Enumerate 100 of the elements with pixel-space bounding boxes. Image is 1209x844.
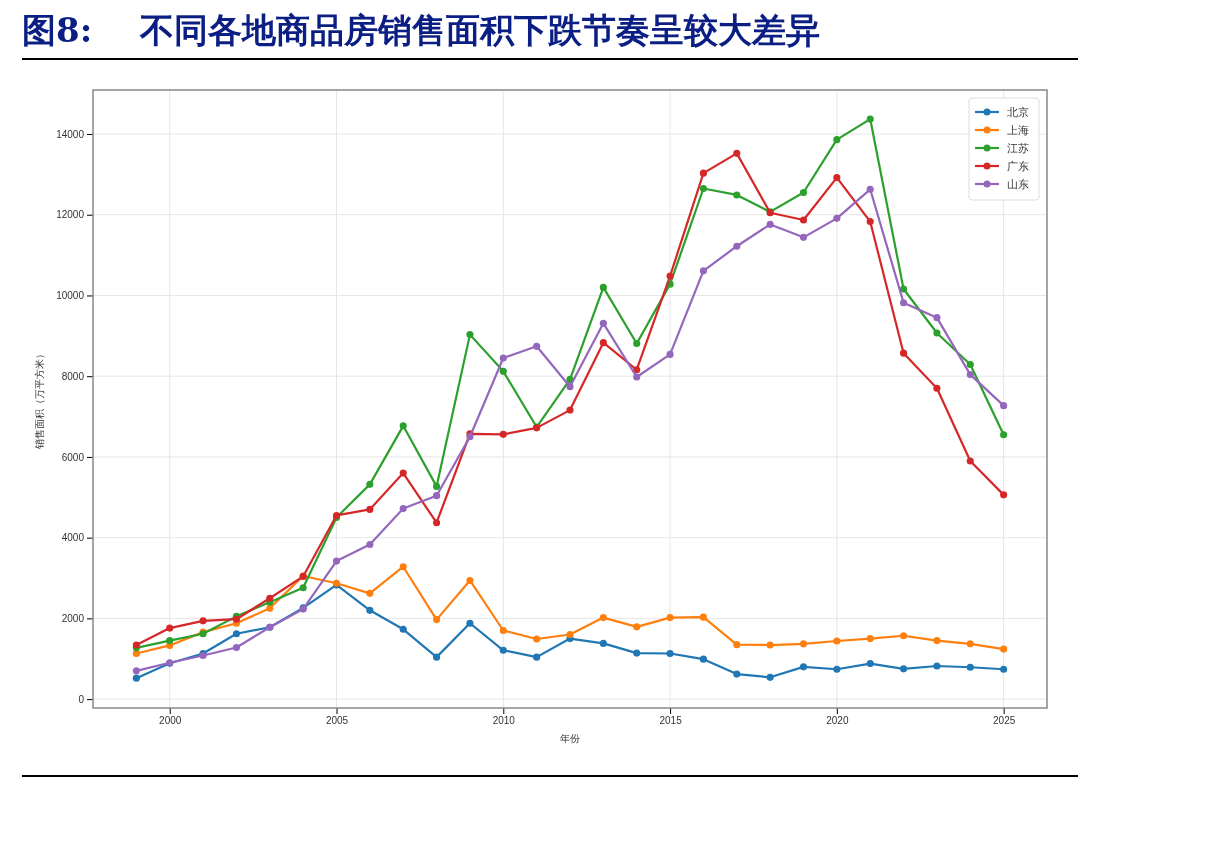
legend-label: 北京 bbox=[1007, 106, 1029, 119]
point bbox=[433, 653, 441, 661]
point bbox=[699, 169, 707, 177]
point bbox=[166, 624, 174, 632]
point bbox=[733, 641, 741, 649]
point bbox=[499, 367, 507, 375]
point bbox=[399, 505, 407, 513]
point bbox=[966, 663, 974, 671]
point bbox=[633, 649, 641, 657]
point bbox=[833, 665, 841, 673]
point bbox=[866, 635, 874, 643]
point bbox=[299, 584, 307, 592]
point bbox=[933, 662, 941, 670]
point bbox=[933, 384, 941, 392]
point bbox=[1000, 402, 1008, 410]
x-tick-label: 2015 bbox=[659, 715, 683, 727]
y-tick-label: 2000 bbox=[61, 613, 85, 625]
point bbox=[633, 623, 641, 631]
point bbox=[232, 630, 240, 638]
y-axis-title: 销售面积（万平方米） bbox=[34, 349, 45, 450]
point bbox=[599, 283, 607, 291]
y-tick-label: 8000 bbox=[61, 370, 85, 382]
point bbox=[566, 630, 574, 639]
point bbox=[232, 643, 240, 652]
x-tick-label: 2025 bbox=[993, 715, 1016, 727]
point bbox=[599, 614, 607, 622]
point bbox=[900, 299, 908, 307]
point bbox=[433, 492, 441, 500]
point bbox=[366, 606, 374, 614]
point bbox=[733, 191, 741, 199]
point bbox=[699, 184, 707, 193]
y-tick-label: 12000 bbox=[56, 209, 85, 221]
point bbox=[499, 626, 507, 635]
legend-label: 江苏 bbox=[1007, 142, 1029, 155]
point bbox=[666, 350, 674, 358]
chart-title: 图8: 不同各地商品房销售面积下跌节奏呈较大差异 bbox=[22, 10, 820, 50]
point bbox=[433, 482, 441, 490]
point bbox=[733, 149, 741, 157]
point bbox=[666, 614, 674, 622]
point bbox=[866, 218, 874, 226]
point bbox=[799, 233, 808, 241]
point bbox=[366, 540, 374, 549]
point bbox=[366, 480, 374, 488]
point bbox=[733, 670, 741, 678]
point bbox=[466, 331, 474, 339]
point bbox=[533, 653, 541, 661]
point bbox=[966, 360, 974, 369]
point bbox=[933, 637, 941, 645]
point bbox=[833, 174, 841, 182]
point bbox=[900, 632, 908, 640]
point bbox=[1000, 665, 1008, 673]
x-tick-label: 2000 bbox=[159, 715, 182, 727]
point bbox=[633, 339, 641, 348]
point bbox=[766, 673, 774, 681]
point bbox=[966, 640, 974, 648]
point bbox=[966, 457, 974, 465]
point bbox=[766, 641, 774, 649]
point bbox=[633, 366, 641, 374]
point bbox=[733, 242, 741, 250]
point bbox=[833, 136, 841, 144]
point bbox=[1000, 491, 1008, 499]
point bbox=[366, 505, 374, 513]
point bbox=[132, 649, 140, 658]
point bbox=[533, 342, 541, 350]
point bbox=[1000, 431, 1008, 439]
point bbox=[699, 267, 707, 275]
point bbox=[199, 617, 207, 625]
legend-label: 上海 bbox=[1007, 124, 1029, 137]
y-tick-label: 14000 bbox=[56, 128, 85, 140]
x-tick-label: 2010 bbox=[492, 715, 516, 727]
point bbox=[933, 314, 941, 322]
point bbox=[966, 371, 974, 379]
point bbox=[866, 660, 874, 668]
point bbox=[132, 674, 140, 682]
point bbox=[132, 667, 140, 675]
point bbox=[833, 214, 841, 222]
point bbox=[799, 663, 808, 671]
point bbox=[799, 188, 808, 197]
x-axis-title: 年份 bbox=[560, 733, 580, 744]
y-tick-label: 0 bbox=[78, 693, 85, 705]
point bbox=[633, 373, 641, 381]
point bbox=[399, 469, 407, 477]
point bbox=[900, 285, 908, 293]
point bbox=[599, 319, 607, 327]
point bbox=[666, 649, 674, 658]
y-tick-label: 10000 bbox=[56, 290, 85, 302]
point bbox=[466, 576, 474, 585]
point bbox=[666, 272, 674, 280]
point bbox=[499, 430, 507, 438]
point bbox=[699, 655, 707, 663]
point bbox=[866, 185, 874, 193]
point bbox=[332, 557, 341, 565]
point bbox=[433, 519, 441, 527]
point bbox=[833, 637, 841, 645]
point bbox=[599, 339, 607, 347]
y-tick-label: 4000 bbox=[61, 532, 85, 544]
legend-label: 广东 bbox=[1007, 160, 1029, 173]
point bbox=[799, 216, 808, 224]
point bbox=[900, 349, 908, 357]
point bbox=[399, 625, 407, 633]
